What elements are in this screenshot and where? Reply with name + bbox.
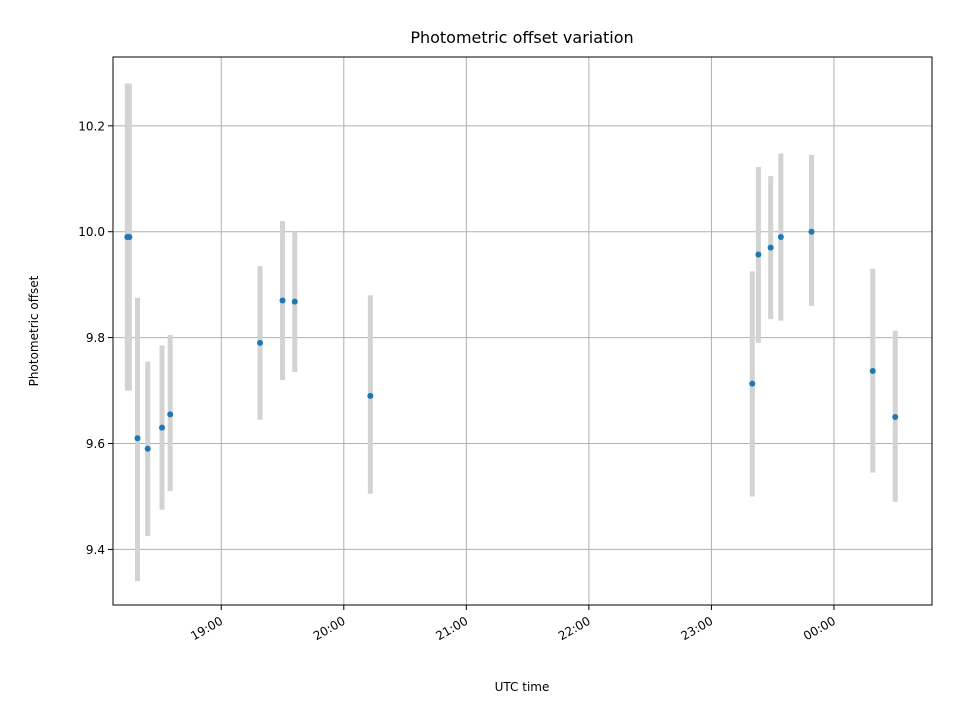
y-tick-label: 10.0 — [78, 225, 105, 239]
data-point — [755, 251, 762, 258]
y-tick-label: 9.8 — [86, 331, 105, 345]
data-point — [291, 298, 298, 305]
grid-layer — [113, 57, 932, 605]
data-point — [257, 339, 264, 346]
data-point-layer — [124, 228, 899, 452]
data-point — [808, 228, 815, 235]
data-point — [892, 414, 899, 421]
y-tick-label: 9.4 — [86, 543, 105, 557]
data-point — [749, 380, 756, 387]
data-point — [767, 244, 774, 251]
x-axis-label: UTC time — [495, 680, 550, 694]
chart-title: Photometric offset variation — [410, 28, 633, 47]
y-tick-label: 9.6 — [86, 437, 105, 451]
data-point — [279, 297, 286, 304]
y-axis-label: Photometric offset — [27, 275, 41, 386]
plot-frame — [112, 56, 933, 606]
y-axis-ticks: 9.4 9.6 9.8 10.0 10.2 — [78, 119, 113, 557]
data-point — [869, 367, 876, 374]
y-tick-label: 10.2 — [78, 119, 105, 133]
data-point — [777, 234, 784, 241]
data-point — [126, 234, 133, 241]
data-point — [367, 392, 374, 399]
data-point — [134, 435, 141, 442]
data-point — [144, 445, 151, 452]
data-point — [167, 411, 174, 418]
data-point — [159, 424, 166, 431]
